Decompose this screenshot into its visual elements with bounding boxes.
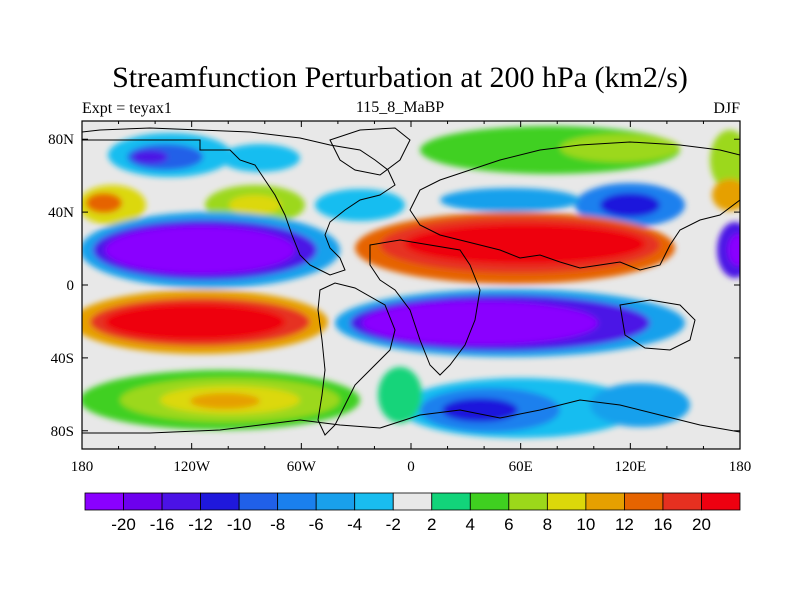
- x-tick-label: 60W: [287, 459, 317, 475]
- coastline-north-america: [82, 127, 396, 276]
- feature-fill: [600, 193, 660, 217]
- feature-fill: [362, 301, 598, 345]
- colorbar-box: [354, 492, 394, 511]
- feature-fill: [728, 234, 740, 266]
- x-tick-label: 60E: [509, 459, 533, 475]
- y-tick-label: 40N: [48, 205, 74, 221]
- y-tick-label: 80S: [51, 424, 74, 440]
- feature-fill: [405, 224, 645, 264]
- colorbar-label: 10: [576, 515, 595, 534]
- feature-fill: [560, 134, 680, 162]
- colorbar-box: [123, 492, 163, 511]
- x-tick-label: 120E: [614, 459, 646, 475]
- feature-fill: [710, 130, 740, 190]
- coastline-africa: [369, 239, 481, 376]
- coastline-south-america: [317, 282, 396, 436]
- colorbar-label: -16: [150, 515, 175, 534]
- axis-ticks: [81, 121, 741, 449]
- coastlines: [82, 127, 740, 436]
- x-tick-label: 180: [729, 459, 752, 475]
- colorbar-label: 8: [543, 515, 552, 534]
- colorbar-label: -10: [227, 515, 252, 534]
- feature-fill: [105, 226, 295, 274]
- feature-fill: [712, 179, 740, 211]
- colorbar-box: [585, 492, 625, 511]
- chart-title: Streamfunction Perturbation at 200 hPa (…: [112, 61, 688, 94]
- y-tick-labels: 80N 40N 0 40S 80S: [48, 132, 74, 440]
- colorbar-label: -2: [386, 515, 401, 534]
- y-tick-label: 0: [67, 278, 75, 294]
- colorbar-label: -20: [111, 515, 136, 534]
- coastline-greenland: [329, 127, 411, 176]
- coastline-eurasia: [409, 141, 740, 271]
- coastline-antarctica: [82, 399, 740, 434]
- season-label: DJF: [713, 100, 740, 117]
- x-tick-label: 0: [407, 459, 415, 475]
- y-tick-label: 40S: [51, 351, 74, 367]
- colorbar-box: [662, 492, 702, 511]
- colorbar-box: [469, 492, 510, 511]
- colorbar-box: [392, 492, 433, 511]
- feature-fill: [442, 398, 518, 422]
- x-tick-label: 120W: [173, 459, 211, 475]
- feature-fill: [315, 189, 405, 221]
- colorbar-label: -8: [270, 515, 285, 534]
- colorbar-box: [431, 492, 471, 511]
- colorbar-box: [701, 492, 741, 511]
- colorbar-box: [315, 492, 356, 511]
- feature-fill: [590, 383, 690, 427]
- feature-fill: [229, 195, 281, 215]
- colorbar-label: -4: [347, 515, 362, 534]
- colorbar-box: [84, 492, 124, 511]
- colorbar-box: [277, 492, 317, 511]
- colorbar-box: [238, 492, 279, 511]
- feature-fill: [190, 393, 260, 409]
- colorbar-label: 12: [615, 515, 634, 534]
- colorbar-label: -6: [309, 515, 324, 534]
- colorbar-label: 4: [466, 515, 475, 534]
- colorbar-labels: -20 -16 -12 -10 -8 -6 -4 -2 2 4 6 8 10 12 16 20: [111, 515, 711, 534]
- colorbar-box: [624, 492, 664, 511]
- y-tick-label: 80N: [48, 132, 74, 148]
- colorbar-box: [546, 492, 587, 511]
- feature-fill: [440, 188, 580, 212]
- period-label: 115_8_MaBP: [355, 99, 445, 116]
- colorbar-box: [161, 492, 201, 511]
- contour-fill: [82, 121, 740, 449]
- colorbar-label: -12: [188, 515, 213, 534]
- colorbar-box: [508, 492, 548, 511]
- colorbar-box: [200, 492, 240, 511]
- colorbar-label: 20: [692, 515, 711, 534]
- feature-fill: [378, 367, 422, 423]
- colorbar-label: 2: [427, 515, 436, 534]
- feature-fill: [105, 304, 285, 340]
- experiment-label: Expt = teyax1: [82, 100, 172, 117]
- colorbar-label: 16: [653, 515, 672, 534]
- coastline-australia: [619, 299, 696, 351]
- x-tick-labels: 180 120W 60W 0 60E 120E 180: [71, 459, 752, 475]
- colorbar: [84, 492, 741, 511]
- feature-fill: [132, 150, 168, 164]
- feature-fill: [86, 193, 122, 213]
- x-tick-label: 180: [71, 459, 94, 475]
- colorbar-label: 6: [504, 515, 513, 534]
- feature-fill: [220, 144, 300, 172]
